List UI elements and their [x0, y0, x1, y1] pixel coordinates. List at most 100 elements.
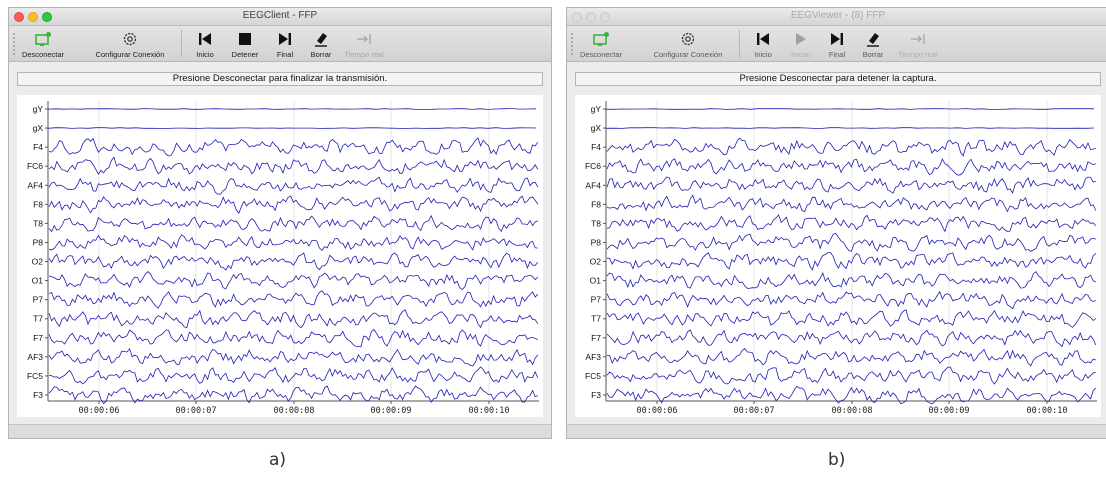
- start-button[interactable]: Inicio: [747, 26, 779, 62]
- minimize-window-button[interactable]: [586, 12, 596, 22]
- end-label: Final: [276, 50, 294, 59]
- eeg-trace: [48, 234, 538, 252]
- channel-label: F4: [591, 142, 601, 152]
- eeg-trace: [48, 176, 539, 195]
- configure-connection-button[interactable]: Configurar Conexión: [643, 26, 733, 62]
- time-tick-label: 00:00:07: [734, 406, 775, 416]
- title-bar[interactable]: EEGViewer - (8) FFP: [567, 8, 1106, 26]
- eeg-trace: [605, 108, 1095, 110]
- configure-connection-label: Configurar Conexión: [95, 50, 165, 59]
- stop-button[interactable]: Detener: [225, 26, 265, 62]
- gear-icon: [123, 32, 137, 46]
- eeg-trace: [48, 214, 538, 233]
- eeg-trace: [606, 329, 1097, 348]
- realtime-label: Tiempo real: [898, 50, 938, 59]
- start-button[interactable]: Inicio: [189, 26, 221, 62]
- clear-button[interactable]: Borrar: [857, 26, 889, 62]
- window-title: EEGClient - FFP: [242, 10, 318, 21]
- realtime-button[interactable]: Tiempo real: [341, 26, 387, 62]
- window-title: EEGViewer - (8) FFP: [790, 10, 886, 21]
- eeg-trace: [606, 137, 1096, 157]
- disconnect-button[interactable]: Desconectar: [13, 26, 73, 62]
- toolbar: Desconectar Configurar Conexión Inicio I…: [567, 26, 1106, 62]
- time-tick-label: 00:00:09: [371, 406, 412, 416]
- play-button[interactable]: Iniciar: [785, 26, 817, 62]
- eeg-plot-canvas: gY gX F4 FC6 AF4 F8 T8 P8 O2 O1 P7 T7 F7 AF3 FC5 F3 00:0…: [585, 101, 1097, 416]
- play-icon: [796, 33, 806, 45]
- realtime-button[interactable]: Tiempo real: [895, 26, 941, 62]
- realtime-label: Tiempo real: [344, 50, 384, 59]
- channel-label: F7: [33, 333, 43, 343]
- eeg-trace: [606, 158, 1096, 176]
- channel-label: F3: [33, 390, 43, 400]
- eeg-trace: [48, 329, 539, 348]
- channel-label: AF4: [585, 180, 601, 190]
- disconnect-label: Desconectar: [579, 50, 623, 59]
- clear-label: Borrar: [310, 50, 332, 59]
- eeg-trace: [606, 194, 1097, 213]
- eeg-trace: [606, 233, 1096, 252]
- channel-label: T7: [33, 314, 43, 324]
- time-tick-label: 00:00:08: [832, 406, 873, 416]
- start-label: Inicio: [196, 50, 214, 59]
- configure-connection-button[interactable]: Configurar Conexión: [85, 26, 175, 62]
- end-button[interactable]: Final: [271, 26, 299, 62]
- eeg-trace: [48, 366, 539, 385]
- channel-label: P7: [33, 295, 44, 305]
- eeg-trace: [606, 214, 1097, 233]
- close-window-button[interactable]: [572, 12, 582, 22]
- eeg-trace: [47, 108, 537, 110]
- play-label: Iniciar: [790, 50, 811, 59]
- eeg-trace: [48, 290, 539, 309]
- eeg-trace: [606, 366, 1096, 385]
- eeg-trace: [48, 309, 539, 329]
- eeg-plot[interactable]: gY gX F4 FC6 AF4 F8 T8 P8 O2 O1 P7 T7 F7 AF3 FC5 F3 00:0…: [17, 95, 543, 417]
- channel-label: AF4: [27, 180, 43, 190]
- start-label: Inicio: [754, 50, 772, 59]
- configure-connection-label: Configurar Conexión: [653, 50, 723, 59]
- channel-label: P8: [591, 237, 602, 247]
- channel-label: P8: [33, 237, 44, 247]
- eeg-trace: [48, 156, 539, 175]
- eeg-trace: [606, 290, 1096, 310]
- eeg-trace: [606, 252, 1097, 271]
- bottom-bar: [9, 424, 551, 438]
- channel-label: O2: [590, 257, 602, 267]
- title-bar[interactable]: EEGClient - FFP: [9, 8, 551, 26]
- zoom-window-button[interactable]: [600, 12, 610, 22]
- stop-icon: [239, 33, 251, 45]
- eegclient-window: EEGClient - FFP Desconectar Configurar C…: [8, 7, 552, 439]
- eeg-trace: [606, 271, 1096, 289]
- toolbar-grip[interactable]: [571, 32, 573, 56]
- zoom-window-button[interactable]: [42, 12, 52, 22]
- channel-label: P7: [591, 295, 602, 305]
- channel-label: O1: [590, 276, 602, 286]
- channel-label: FC5: [585, 371, 601, 381]
- disconnect-icon: [593, 32, 609, 46]
- channel-label: AF3: [585, 352, 601, 362]
- skip-end-icon: [831, 33, 843, 45]
- toolbar-grip[interactable]: [13, 32, 15, 56]
- channel-label: F8: [591, 199, 601, 209]
- time-tick-label: 00:00:07: [176, 406, 217, 416]
- channel-label: gY: [591, 104, 602, 114]
- skip-end-icon: [279, 33, 291, 45]
- end-button[interactable]: Final: [823, 26, 851, 62]
- time-tick-label: 00:00:10: [469, 406, 510, 416]
- clear-button[interactable]: Borrar: [305, 26, 337, 62]
- bottom-bar: [567, 424, 1106, 438]
- eeg-trace: [606, 347, 1096, 367]
- close-window-button[interactable]: [14, 12, 24, 22]
- eeg-trace: [48, 271, 539, 291]
- channel-label: F8: [33, 199, 43, 209]
- time-tick-label: 00:00:06: [79, 406, 120, 416]
- eegviewer-window: EEGViewer - (8) FFP Desconectar Configur…: [566, 7, 1106, 439]
- eeg-plot[interactable]: gY gX F4 FC6 AF4 F8 T8 P8 O2 O1 P7 T7 F7 AF3 FC5 F3 00:0…: [575, 95, 1101, 417]
- arrow-to-end-icon: [357, 34, 371, 44]
- eeg-trace: [48, 195, 539, 215]
- minimize-window-button[interactable]: [28, 12, 38, 22]
- disconnect-button[interactable]: Desconectar: [571, 26, 631, 62]
- disconnect-label: Desconectar: [21, 50, 65, 59]
- toolbar-separator: [739, 30, 740, 58]
- eeg-trace: [606, 176, 1096, 194]
